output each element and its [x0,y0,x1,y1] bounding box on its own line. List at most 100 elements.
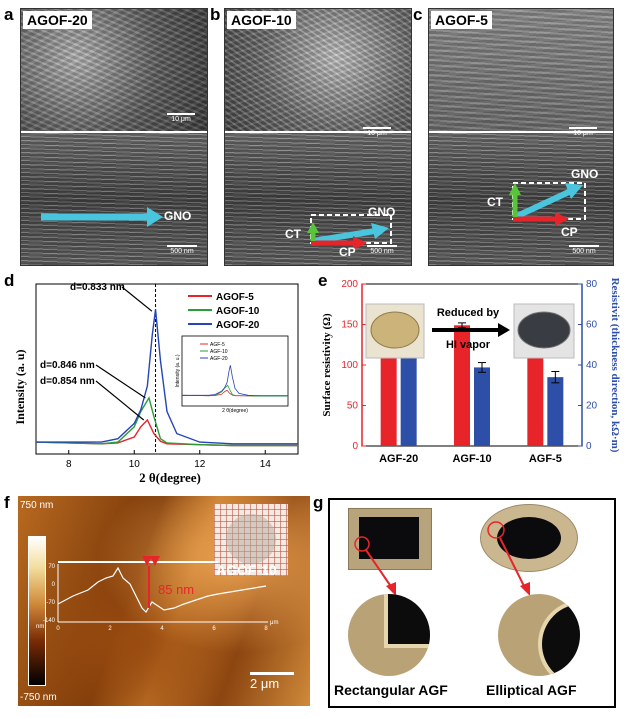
left-tick-label: 0 [352,441,358,452]
panel-letter-a: a [4,5,14,24]
inset-photo [214,504,288,576]
arrow-label-cp: CP [339,245,356,259]
x-axis-label: 2 θ(degree) [139,470,201,485]
inset-y-label: Intensity (a. u.) [175,354,181,387]
resistivity-chart: 0 50 100 150 200 0 20 40 60 80 Surface resistivity… [321,278,621,465]
series-line-agof-20 [36,309,298,445]
right-tick-label: 0 [586,441,592,452]
category-label: AGF-20 [379,453,418,465]
arrow-label-ct: CT [487,195,503,209]
panel-letter-f: f [4,493,10,512]
sem-surface-image [429,9,613,131]
legend-entry: AGOF-20 [216,320,260,331]
inset-legend-entry: AGF-5 [210,342,225,348]
profile-x-tick-label: 8 [264,626,268,632]
left-tick-label: 200 [341,279,358,290]
panel-letter-e: e [318,271,328,290]
series-line-agof-10 [35,396,298,447]
sem-panel-c: AGOF-5 10 μm 500 nm GNO CT CP [428,8,614,266]
profile-x-tick-label: 0 [56,626,60,632]
right-tick-label: 40 [586,360,598,371]
legend-entry: AGOF-10 [216,306,260,317]
right-tick-label: 80 [586,279,598,290]
arrow-label-gno: GNO [164,209,192,223]
reduction-annotation-line1: Reduced by [437,307,500,319]
zoom-arrows [354,521,530,596]
legend-entry: AGOF-5 [216,292,254,303]
d-spacing-label: d=0.854 nm [40,376,95,387]
panel-letter-d: d [4,271,15,290]
category-label: AGF-10 [452,453,491,465]
scale-bar-line [250,672,294,675]
profile-y-tick-label: 0 [52,582,56,588]
rectangular-agf-zoom [348,594,430,676]
elliptical-caption: Elliptical AGF [486,682,577,698]
panel-letter-c: c [413,5,423,24]
rectangular-caption: Rectangular AGF [334,682,448,698]
sem-cross-section-image [21,133,207,265]
panel-letter-b: b [210,5,221,24]
x-tick-label: 8 [66,459,72,470]
sample-tag: AGOF-10 [227,11,296,29]
right-axis-label: Resistivit (thickness direction, kΩ·m) [609,278,621,453]
scale-bar-bottom: 500 nm [167,245,197,255]
color-scale-min: -750 nm [20,692,57,703]
height-label: 85 nm [158,582,195,597]
arrow-label-gno: GNO [571,167,599,181]
reduction-annotation-line2: HI vapor [446,339,491,351]
d-spacing-label: d=0.846 nm [40,360,95,371]
left-tick-label: 100 [341,360,358,371]
inset-legend-entry: AGF-20 [210,356,228,362]
arrow-label-cp: CP [561,225,578,239]
x-tick-label: 10 [129,459,141,470]
inset-frame [181,335,289,407]
scale-bar-top: 10 μm [167,113,195,123]
sem-panel-a: AGOF-20 10 μm 500 nm GNO [20,8,208,266]
x-tick-label: 14 [260,459,272,470]
elliptical-agf-photo [480,504,578,572]
profile-x-unit: μm [270,620,279,626]
scale-bar-bottom: 500 nm [569,245,599,255]
x-tick-label: 12 [194,459,206,470]
rectangular-agf-photo [348,508,432,570]
arrow-label-ct: CT [285,227,301,241]
sem-panel-b: AGOF-10 10 μm 500 nm GNO CT CP [224,8,412,266]
bar-surface [454,325,470,446]
bar-surface [380,332,397,446]
profile-y-tick-label: -70 [46,600,55,606]
color-scale-max: 750 nm [20,500,54,511]
bar-thickness [474,367,490,446]
arrow-label-gno: GNO [368,205,396,219]
d-spacing-label: d=0.833 nm [70,282,125,293]
sample-tag: AGOF-10 [216,562,277,578]
bar-thickness [400,333,417,446]
reduction-arrowhead [498,323,510,337]
inset-series-line [182,365,288,397]
bar-thickness [547,377,564,446]
inset-legend-entry: AGF-10 [210,349,228,355]
after-disc [517,311,571,349]
right-tick-label: 60 [586,320,598,331]
y-axis-label: Intensity (a. u) [13,349,27,424]
inset-x-label: 2 θ(degree) [222,408,248,414]
scale-bar-top: 10 μm [569,127,597,137]
d-spacing-arrow [95,380,145,421]
profile-x-tick-label: 6 [212,626,216,632]
sample-tag: AGOF-20 [23,11,92,29]
left-axis-label: Surface resistivity (Ω) [321,313,333,417]
sem-surface-image [225,9,411,131]
before-disc [370,311,420,349]
orientation-diagram [509,182,586,226]
sem-surface-image [21,9,207,131]
scale-bar-label: 2 μm [250,676,280,691]
right-tick-label: 20 [586,401,598,412]
profile-y-tick-label: -140 [43,618,56,624]
elliptical-agf-zoom [498,594,580,676]
profile-y-tick-label: 70 [48,564,55,570]
orientation-diagram [307,214,392,250]
height-profile: 70 0 -70 -140 0 2 4 6 8 [43,556,268,632]
d-spacing-arrow [121,286,153,312]
panel-letter-g: g [313,493,324,512]
d-spacing-arrow [95,364,146,399]
